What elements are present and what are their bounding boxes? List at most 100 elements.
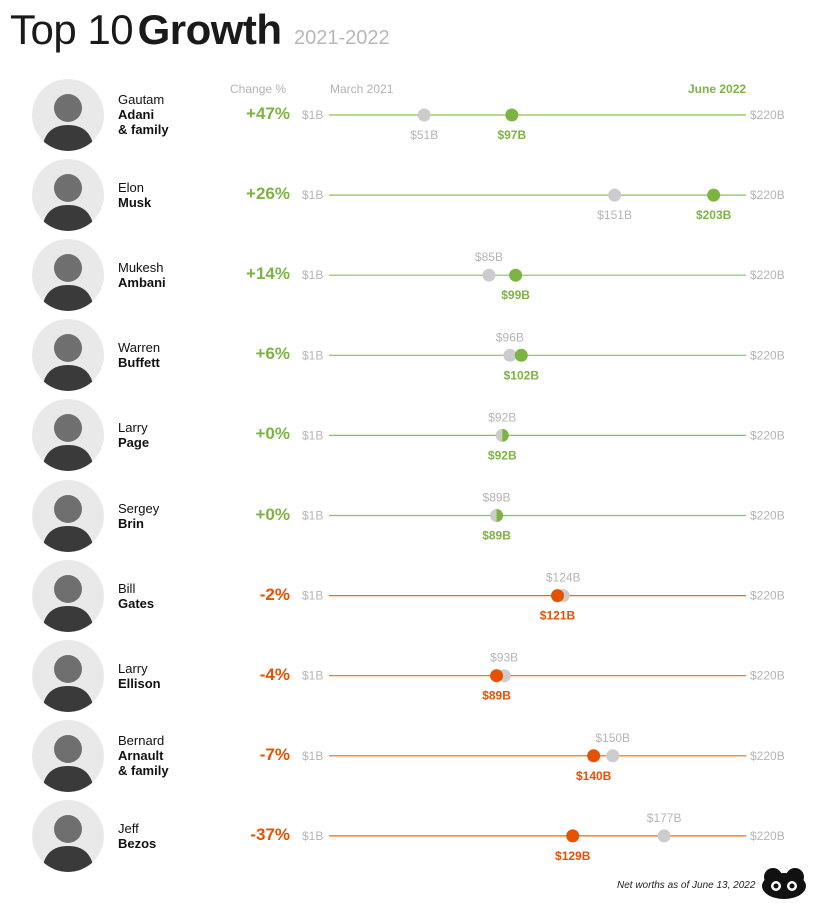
scale-max-label: $220B bbox=[750, 188, 785, 202]
last-name: Musk bbox=[118, 195, 152, 211]
scale-min-label: $1B bbox=[302, 669, 323, 683]
scale-min-label: $1B bbox=[302, 829, 323, 843]
person-name: Mukesh Ambani bbox=[118, 260, 166, 290]
end-dot bbox=[505, 108, 519, 122]
person-name: Jeff Bezos bbox=[118, 821, 156, 851]
last-name: Buffett bbox=[118, 355, 160, 371]
scale-min-label: $1B bbox=[302, 188, 323, 202]
brand-logo-icon bbox=[762, 868, 806, 899]
title-bold: Growth bbox=[137, 6, 282, 53]
end-value-label: $140B bbox=[576, 769, 612, 783]
change-percent: +14% bbox=[246, 264, 290, 284]
start-value-label: $177B bbox=[647, 811, 682, 825]
chart-title: Top 10 Growth 2021-2022 bbox=[10, 6, 390, 62]
start-value-label: $151B bbox=[597, 208, 632, 222]
change-percent: -4% bbox=[259, 664, 290, 684]
end-value-label: $102B bbox=[504, 368, 540, 382]
scale-max-label: $220B bbox=[750, 268, 785, 282]
start-dot bbox=[490, 509, 497, 522]
end-dot bbox=[496, 509, 504, 522]
change-percent: +0% bbox=[255, 504, 291, 524]
last-name: Ambani bbox=[118, 275, 166, 291]
person-silhouette-icon bbox=[42, 734, 94, 792]
change-percent: -7% bbox=[259, 744, 290, 764]
end-dot bbox=[587, 749, 601, 763]
scale-max-label: $220B bbox=[750, 348, 785, 362]
column-header-june-2022: June 2022 bbox=[688, 82, 747, 96]
scale-max-label: $220B bbox=[750, 108, 785, 122]
avatar bbox=[32, 159, 104, 232]
start-value-label: $93B bbox=[490, 651, 518, 665]
start-value-label: $85B bbox=[475, 250, 503, 264]
avatar bbox=[32, 799, 104, 872]
end-dot bbox=[509, 268, 523, 282]
last-name: Brin bbox=[118, 515, 144, 531]
person-silhouette-icon bbox=[42, 94, 94, 151]
start-value-label: $51B bbox=[410, 128, 438, 142]
first-name: Gautam bbox=[118, 92, 165, 107]
change-percent: -37% bbox=[250, 824, 290, 844]
end-value-label: $92B bbox=[488, 448, 517, 462]
person-silhouette-icon bbox=[42, 174, 94, 232]
end-value-label: $203B bbox=[696, 208, 732, 222]
change-percent: -2% bbox=[259, 584, 290, 604]
end-value-label: $121B bbox=[540, 609, 576, 623]
last-name: Gates bbox=[118, 595, 155, 611]
last-name: Adani bbox=[118, 107, 155, 122]
first-name: Sergey bbox=[118, 500, 160, 516]
scale-max-label: $220B bbox=[750, 509, 785, 523]
person-name: Gautam Adani & family bbox=[118, 92, 169, 137]
person-silhouette-icon bbox=[42, 334, 94, 392]
person-name: Warren Buffett bbox=[118, 340, 160, 370]
change-percent: +6% bbox=[255, 344, 291, 364]
start-value-label: $96B bbox=[496, 330, 524, 344]
column-header-march-2021: March 2021 bbox=[330, 82, 394, 96]
scale-max-label: $220B bbox=[750, 669, 785, 683]
start-value-label: $124B bbox=[546, 571, 581, 585]
first-name: Larry bbox=[118, 420, 148, 436]
avatar bbox=[32, 319, 104, 392]
last-name: Page bbox=[118, 435, 150, 451]
first-name: Bill bbox=[118, 580, 136, 596]
end-value-label: $89B bbox=[482, 529, 511, 543]
start-dot bbox=[417, 108, 431, 122]
title-light: Top 10 bbox=[10, 6, 134, 53]
change-percent: +0% bbox=[255, 424, 291, 444]
first-name: Elon bbox=[118, 180, 145, 196]
change-percent: +26% bbox=[246, 184, 290, 204]
person-silhouette-icon bbox=[42, 654, 94, 712]
scale-max-label: $220B bbox=[750, 829, 785, 843]
avatar bbox=[32, 639, 104, 712]
scale-min-label: $1B bbox=[302, 348, 323, 362]
first-name: Bernard bbox=[118, 732, 165, 748]
scale-min-label: $1B bbox=[302, 589, 323, 603]
end-dot bbox=[502, 428, 509, 442]
first-name: Larry bbox=[118, 660, 148, 676]
start-dot bbox=[657, 829, 671, 843]
start-dot bbox=[608, 188, 622, 202]
end-value-label: $129B bbox=[555, 849, 591, 863]
end-dot bbox=[707, 188, 721, 202]
last-name: Arnault bbox=[118, 747, 164, 763]
scale-max-label: $220B bbox=[750, 589, 785, 603]
person-silhouette-icon bbox=[42, 494, 94, 552]
person-name: Bernard Arnault & family bbox=[118, 733, 169, 778]
column-header-change: Change % bbox=[230, 82, 287, 96]
start-value-label: $150B bbox=[595, 731, 630, 745]
first-name: Warren bbox=[118, 340, 161, 356]
change-percent: +47% bbox=[246, 104, 290, 123]
avatar bbox=[32, 399, 104, 472]
person-name: Bill Gates bbox=[118, 581, 154, 611]
name-suffix: & family bbox=[118, 122, 169, 137]
footnote: Net worths as of June 13, 2022 bbox=[617, 880, 756, 891]
start-dot bbox=[606, 749, 620, 763]
start-value-label: $92B bbox=[488, 410, 516, 424]
scale-min-label: $1B bbox=[302, 428, 323, 442]
first-name: Mukesh bbox=[118, 260, 164, 276]
last-name: Ellison bbox=[118, 675, 161, 691]
last-name: Bezos bbox=[118, 835, 157, 851]
end-value-label: $99B bbox=[501, 288, 530, 302]
person-name: Larry Page bbox=[118, 420, 149, 450]
end-dot bbox=[550, 589, 564, 603]
start-dot bbox=[495, 428, 503, 442]
